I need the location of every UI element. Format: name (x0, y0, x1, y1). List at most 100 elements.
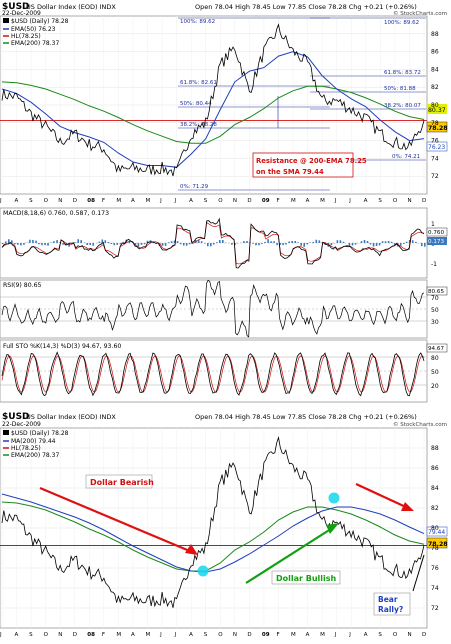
top-date: 22-Dec-2009 (2, 10, 41, 17)
x-tick-label: M (320, 632, 325, 638)
price-tag-ema50 (426, 141, 448, 152)
bottom-y-axis: 88 86 84 82 80 78 76 74 72 (431, 445, 439, 612)
x-tick-label: O (218, 632, 223, 638)
price-tag-ema200 (427, 104, 447, 114)
legend-entry: HL(78.25) (11, 445, 41, 452)
ema200-line (1, 81, 425, 144)
annotation-line-1: Resistance @ 200-EMA 78.25 (256, 157, 367, 165)
x-tick-label: N (58, 198, 62, 204)
x-tick-label: M (146, 632, 151, 638)
x-tick-label: A (306, 632, 310, 638)
x-tick-label: F (276, 632, 279, 638)
legend-entry: $USD (Daily) 78.28 (11, 430, 69, 437)
price-tag-label: 78.28 (428, 125, 448, 132)
bullish-arrow-head (326, 523, 339, 534)
top-y-axis: 88 86 84 82 80 78 76 74 72 (431, 31, 439, 180)
x-tick-label: O (44, 632, 49, 638)
price-tag-label: 76.23 (428, 144, 445, 151)
bottom-annotations: Dollar Bearish Dollar Bullish Bear Rally… (85, 474, 411, 616)
x-tick-label: M (291, 198, 296, 204)
sto-k-line (1, 351, 425, 397)
y-tick-label: 86 (431, 465, 439, 472)
y-tick-label: 86 (431, 49, 439, 56)
bear-rally-box (373, 592, 411, 616)
price-tag-label: 78.28 (428, 541, 448, 548)
bottom-legend: $USD (Daily) 78.28 MA(200) 79.44 HL(78.2… (3, 430, 69, 459)
x-tick-label: M (116, 632, 121, 638)
y-tick-label: 88 (431, 445, 439, 452)
price-line (1, 436, 425, 608)
x-tick-label: 08 (87, 632, 95, 638)
sto-d-line (1, 355, 425, 393)
price-tag-ma200 (426, 526, 448, 537)
legend-swatch (3, 18, 9, 23)
resistance-annotation: Resistance @ 200-EMA 78.25 on the SMA 79… (252, 152, 367, 178)
annotation-line-2: on the SMA 79.44 (256, 168, 324, 176)
y-tick-label: 76 (431, 138, 439, 145)
legend-entry: $USD (Daily) 78.28 (11, 18, 69, 25)
price-tag-label: 80.37 (428, 107, 446, 114)
fib-label: 0%: 71.29 (180, 184, 209, 190)
sto-tick: 80 (431, 355, 439, 362)
bear-rally-label-2: Rally? (378, 605, 403, 614)
legend-entry: EMA(200) 78.37 (11, 452, 59, 459)
x-tick-label: J (159, 198, 162, 204)
x-tick-label: S (378, 198, 382, 204)
sto-y-axis: 80 50 20 94.67 (426, 343, 448, 390)
rsi-tick: 30 (431, 319, 439, 326)
x-tick-label: O (44, 198, 49, 204)
y-tick-label: 88 (431, 31, 439, 38)
annotation-box (252, 152, 354, 178)
bottom-date: 22-Dec-2009 (2, 421, 41, 428)
y-tick-label: 78 (431, 120, 439, 127)
bottom-ohlc: Open 78.04 High 78.45 Low 77.85 Close 78… (195, 413, 417, 421)
dollar-bearish-label: Dollar Bearish (90, 478, 154, 487)
bearish-arrow-right-head (401, 502, 414, 511)
legend-entry: HL(78.25) (11, 33, 41, 40)
x-tick-label: M (146, 198, 151, 204)
rsi-tick: 50 (431, 307, 439, 314)
x-tick-label: A (189, 198, 193, 204)
price-line (1, 23, 425, 177)
x-tick-label: D (247, 198, 251, 204)
x-tick-label: M (116, 198, 121, 204)
rsi-tick: 70 (431, 295, 439, 302)
x-tick-label: 08 (87, 198, 95, 204)
y-tick-label: 72 (431, 605, 439, 612)
x-tick-label: J (174, 198, 177, 204)
legend-entry: EMA(200) 78.37 (11, 40, 59, 47)
fib-label: 38.2%: 80.07 (384, 103, 421, 109)
macd-legend: MACD(8,18,6) 0.760, 0.587, 0.173 (3, 210, 109, 217)
macd-tag-label: 0.173 (428, 239, 444, 245)
x-tick-label: J (174, 632, 177, 638)
bearish-arrow-right (355, 483, 409, 509)
sto-tag (426, 343, 448, 353)
dollar-bearish-box (85, 474, 153, 489)
x-tick-label: A (131, 198, 135, 204)
bear-rally-label-1: Bear (378, 595, 398, 604)
top-watermark: © StockCharts.com (393, 10, 447, 17)
x-tick-label: O (393, 198, 398, 204)
y-tick-label: 84 (431, 485, 439, 492)
sto-tick: 20 (431, 383, 439, 390)
dollar-bullish-box (271, 570, 341, 585)
x-tick-label: A (364, 198, 368, 204)
x-tick-label: A (131, 632, 135, 638)
y-tick-label: 80 (431, 102, 439, 109)
bottom-title: $USD (2, 412, 30, 422)
x-tick-label: N (407, 198, 411, 204)
x-tick-label: N (58, 632, 62, 638)
x-tick-label: S (204, 632, 208, 638)
y-tick-label: 72 (431, 173, 439, 180)
x-tick-label: F (276, 198, 279, 204)
fib-label: 50%: 80.44 (180, 101, 212, 107)
macd-y-axis: 1 0 -1 0.760 0.173 (426, 221, 448, 268)
x-tick-label: 09 (262, 632, 270, 638)
y-tick-label: 82 (431, 505, 439, 512)
bottom-subtitle: US Dollar Index (EOD) INDX (26, 413, 116, 421)
x-tick-label: J (348, 632, 351, 638)
x-tick-label: N (233, 198, 237, 204)
x-tick-label: A (306, 198, 310, 204)
